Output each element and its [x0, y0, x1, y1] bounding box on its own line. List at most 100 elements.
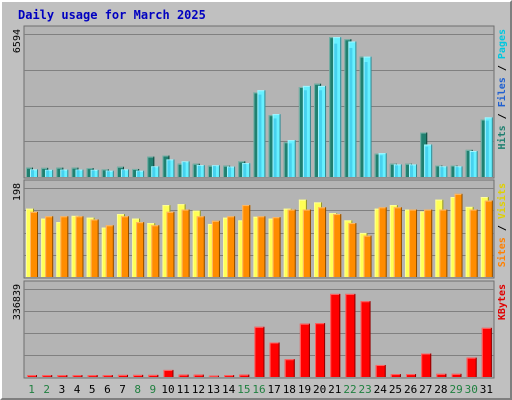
legend-entry-pages: Pages [497, 29, 508, 59]
bar-files-day-9 [152, 167, 156, 177]
bar-sites-day-16 [257, 216, 266, 277]
bar-kbytes-day-18 [284, 359, 295, 377]
x-tick-label-30: 30 [465, 383, 478, 396]
x-tick-label-18: 18 [283, 383, 296, 396]
bar-files-day-23 [364, 62, 368, 177]
x-tick-label-6: 6 [104, 383, 111, 396]
bar-kbytes-day-8 [133, 374, 144, 377]
x-tick-label-21: 21 [328, 383, 341, 396]
bar-kbytes-day-12 [193, 374, 204, 377]
bar-sites-day-11 [181, 209, 190, 277]
bar-kbytes-day-11 [178, 374, 189, 377]
bar-files-day-28 [440, 167, 444, 177]
bar-kbytes-day-30 [466, 357, 477, 377]
x-tick-label-12: 12 [192, 383, 205, 396]
bar-sites-day-2 [45, 216, 54, 277]
legend-entry-files: Files [496, 77, 508, 107]
bar-kbytes-day-22 [345, 293, 356, 377]
bar-sites-day-7 [120, 216, 129, 277]
bar-files-day-13 [212, 165, 216, 177]
x-tick-label-13: 13 [207, 383, 220, 396]
x-axis-tick-labels: 1 2 3 4 5 6 7 8 9 10 11 12 13 14 15 16 17 18 19 20 21 22 23 24 2… [28, 383, 493, 396]
bar-kbytes-day-27 [421, 353, 432, 377]
bar-sites-day-6 [105, 225, 114, 277]
x-tick-label-1: 1 [28, 383, 35, 396]
legend-entry-hits: Hits [496, 125, 508, 149]
chart-panels: 6594 Hits / Files / Pages 198 Sites / Visit… [12, 25, 508, 379]
bar-sites-day-22 [348, 223, 357, 277]
bar-files-day-11 [182, 162, 186, 177]
bar-kbytes-day-23 [360, 301, 371, 377]
legend-separator: / [497, 219, 508, 237]
x-tick-label-29: 29 [449, 383, 462, 396]
bar-sites-day-18 [287, 209, 296, 277]
bar-kbytes-day-17 [269, 342, 280, 377]
bar-files-day-1 [31, 170, 34, 177]
x-tick-label-11: 11 [177, 383, 190, 396]
bar-sites-day-10 [166, 211, 175, 277]
bar-files-day-14 [228, 167, 232, 177]
bar-sites-day-3 [60, 216, 69, 277]
x-tick-label-24: 24 [374, 383, 388, 396]
bar-sites-day-29 [454, 193, 463, 277]
bar-kbytes-day-20 [315, 323, 326, 377]
bar-sites-day-23 [363, 235, 372, 277]
bar-kbytes-day-15 [239, 374, 250, 377]
x-tick-label-28: 28 [434, 383, 447, 396]
bar-sites-day-20 [318, 207, 327, 277]
legend-kbytes: KBytes [497, 284, 508, 320]
bar-sites-day-27 [424, 209, 433, 277]
legend-pages-files-hits: Hits / Files / Pages [496, 29, 508, 149]
bar-hits-day-16 [257, 90, 266, 177]
bar-kbytes-day-1 [27, 375, 37, 377]
bar-kbytes-day-13 [208, 375, 219, 377]
bar-kbytes-day-25 [390, 374, 401, 377]
bar-sites-day-30 [469, 209, 478, 277]
legend-separator: / [497, 107, 508, 125]
bar-sites-day-19 [302, 209, 311, 277]
y-max-label: 6594 [12, 29, 23, 53]
bar-sites-day-21 [333, 214, 342, 277]
panel-visits-sites: 198 Sites / Visits [12, 179, 508, 279]
bar-kbytes-day-3 [57, 375, 68, 377]
bar-files-day-24 [379, 155, 383, 177]
bar-sites-day-26 [409, 209, 418, 277]
bar-files-day-10 [167, 160, 171, 177]
bar-files-day-15 [243, 163, 247, 177]
bar-sites-day-5 [90, 219, 99, 277]
bar-kbytes-day-16 [254, 326, 265, 377]
bar-files-day-19 [303, 90, 307, 177]
bar-files-day-21 [334, 43, 338, 177]
bar-sites-day-12 [196, 216, 205, 277]
x-tick-label-20: 20 [313, 383, 326, 396]
bar-files-day-30 [470, 152, 474, 177]
bar-kbytes-day-26 [406, 374, 417, 377]
bar-sites-day-9 [151, 225, 160, 277]
bar-files-day-3 [61, 170, 65, 177]
bar-sites-day-24 [378, 207, 387, 277]
bar-kbytes-day-19 [299, 323, 310, 377]
legend-separator: / [497, 59, 508, 77]
bar-kbytes-day-5 [87, 375, 98, 377]
bar-kbytes-day-4 [72, 375, 83, 377]
bar-sites-day-31 [484, 200, 493, 277]
bar-files-day-27 [425, 146, 429, 177]
chart-title: Daily usage for March 2025 [18, 8, 206, 22]
bar-sites-day-28 [439, 209, 448, 277]
bar-sites-day-25 [393, 207, 402, 277]
bar-kbytes-day-21 [330, 293, 341, 377]
bar-kbytes-day-2 [42, 375, 53, 377]
legend-entry-visits: Visits [496, 183, 508, 219]
x-tick-label-10: 10 [161, 383, 174, 396]
bar-sites-day-13 [211, 220, 220, 277]
x-tick-label-23: 23 [359, 383, 372, 396]
x-tick-label-26: 26 [404, 383, 417, 396]
bar-files-day-31 [485, 120, 489, 177]
x-tick-label-22: 22 [343, 383, 356, 396]
bar-sites-day-15 [242, 205, 251, 277]
bar-sites-day-4 [75, 216, 84, 277]
bar-files-day-12 [197, 165, 201, 177]
bar-files-day-22 [349, 47, 353, 177]
